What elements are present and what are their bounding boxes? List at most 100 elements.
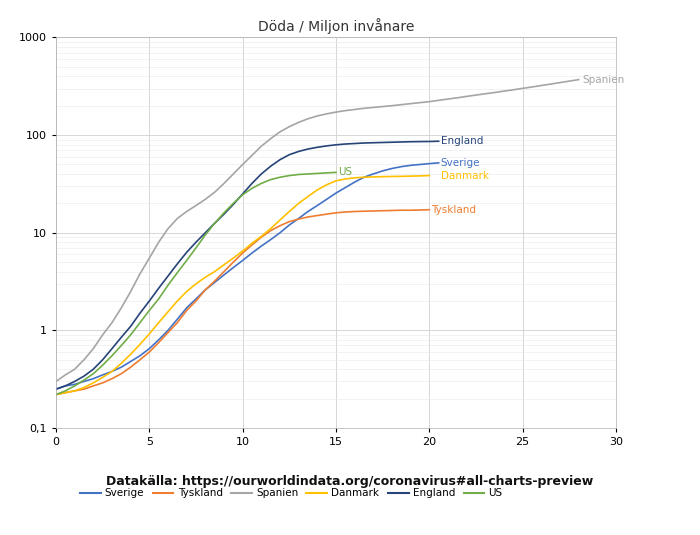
Tyskland: [257, 234, 265, 240]
England: [257, 171, 265, 177]
England: [99, 356, 107, 363]
Danmark: [136, 341, 144, 348]
Danmark: [248, 240, 256, 247]
Danmark: [276, 217, 284, 223]
US: [80, 377, 88, 383]
Tyskland: [239, 250, 247, 256]
England: [267, 163, 275, 170]
England: [425, 138, 433, 144]
US: [108, 353, 116, 359]
US: [304, 171, 312, 177]
Spanien: [407, 101, 415, 107]
Text: Sverige: Sverige: [440, 158, 480, 168]
US: [183, 257, 191, 264]
England: [201, 230, 209, 236]
Sverige: [127, 358, 135, 365]
England: [80, 373, 88, 379]
US: [71, 383, 79, 389]
Danmark: [304, 193, 312, 200]
Sverige: [89, 376, 97, 382]
Sverige: [192, 296, 200, 302]
England: [145, 298, 153, 304]
England: [155, 285, 163, 292]
Tyskland: [388, 207, 396, 213]
Danmark: [285, 208, 293, 215]
England: [435, 138, 443, 144]
US: [61, 388, 69, 394]
US: [295, 171, 303, 178]
Danmark: [61, 389, 69, 396]
Line: US: US: [56, 172, 336, 395]
US: [267, 177, 275, 183]
Sverige: [239, 257, 247, 264]
Tyskland: [341, 209, 349, 215]
England: [276, 156, 284, 163]
Danmark: [397, 173, 405, 180]
Tyskland: [369, 208, 377, 214]
Sverige: [155, 337, 163, 343]
Sverige: [360, 174, 368, 180]
Sverige: [267, 236, 275, 243]
Sverige: [99, 372, 107, 378]
Tyskland: [71, 388, 79, 394]
Sverige: [304, 208, 312, 215]
Danmark: [117, 360, 125, 366]
US: [248, 185, 256, 192]
Tyskland: [201, 287, 209, 293]
Danmark: [239, 248, 247, 254]
Tyskland: [267, 227, 275, 234]
England: [173, 261, 181, 267]
Sverige: [201, 287, 209, 293]
Tyskland: [229, 259, 237, 265]
England: [229, 201, 237, 208]
US: [332, 169, 340, 175]
Text: England: England: [440, 136, 483, 147]
England: [285, 151, 293, 158]
Sverige: [295, 215, 303, 221]
England: [332, 142, 340, 148]
US: [117, 342, 125, 349]
Sverige: [341, 185, 349, 191]
Tyskland: [127, 364, 135, 370]
England: [211, 220, 219, 226]
England: [61, 383, 69, 389]
Tyskland: [295, 216, 303, 222]
Spanien: [276, 128, 284, 135]
England: [295, 148, 303, 155]
US: [239, 192, 247, 198]
England: [351, 140, 359, 147]
Tyskland: [192, 298, 200, 304]
Danmark: [313, 187, 321, 193]
US: [145, 307, 153, 314]
England: [341, 141, 349, 147]
England: [192, 239, 200, 246]
Sverige: [397, 164, 405, 170]
US: [201, 232, 209, 238]
Tyskland: [407, 207, 415, 213]
US: [155, 296, 163, 302]
Sverige: [323, 196, 331, 203]
Danmark: [211, 269, 219, 275]
England: [136, 310, 144, 316]
US: [257, 180, 265, 187]
US: [164, 282, 172, 288]
Sverige: [425, 160, 433, 167]
Danmark: [407, 173, 415, 179]
England: [369, 140, 377, 146]
Tyskland: [304, 214, 312, 220]
Danmark: [173, 298, 181, 304]
Tyskland: [211, 278, 219, 284]
Text: Danmark: Danmark: [440, 171, 489, 180]
Sverige: [416, 161, 424, 167]
Danmark: [295, 200, 303, 207]
Sverige: [220, 272, 228, 278]
Tyskland: [397, 207, 405, 213]
Spanien: [52, 378, 60, 385]
Sverige: [229, 264, 237, 271]
Tyskland: [173, 319, 181, 326]
England: [164, 273, 172, 279]
Danmark: [351, 174, 359, 181]
Sverige: [248, 250, 256, 256]
US: [211, 220, 219, 226]
Danmark: [267, 225, 275, 232]
